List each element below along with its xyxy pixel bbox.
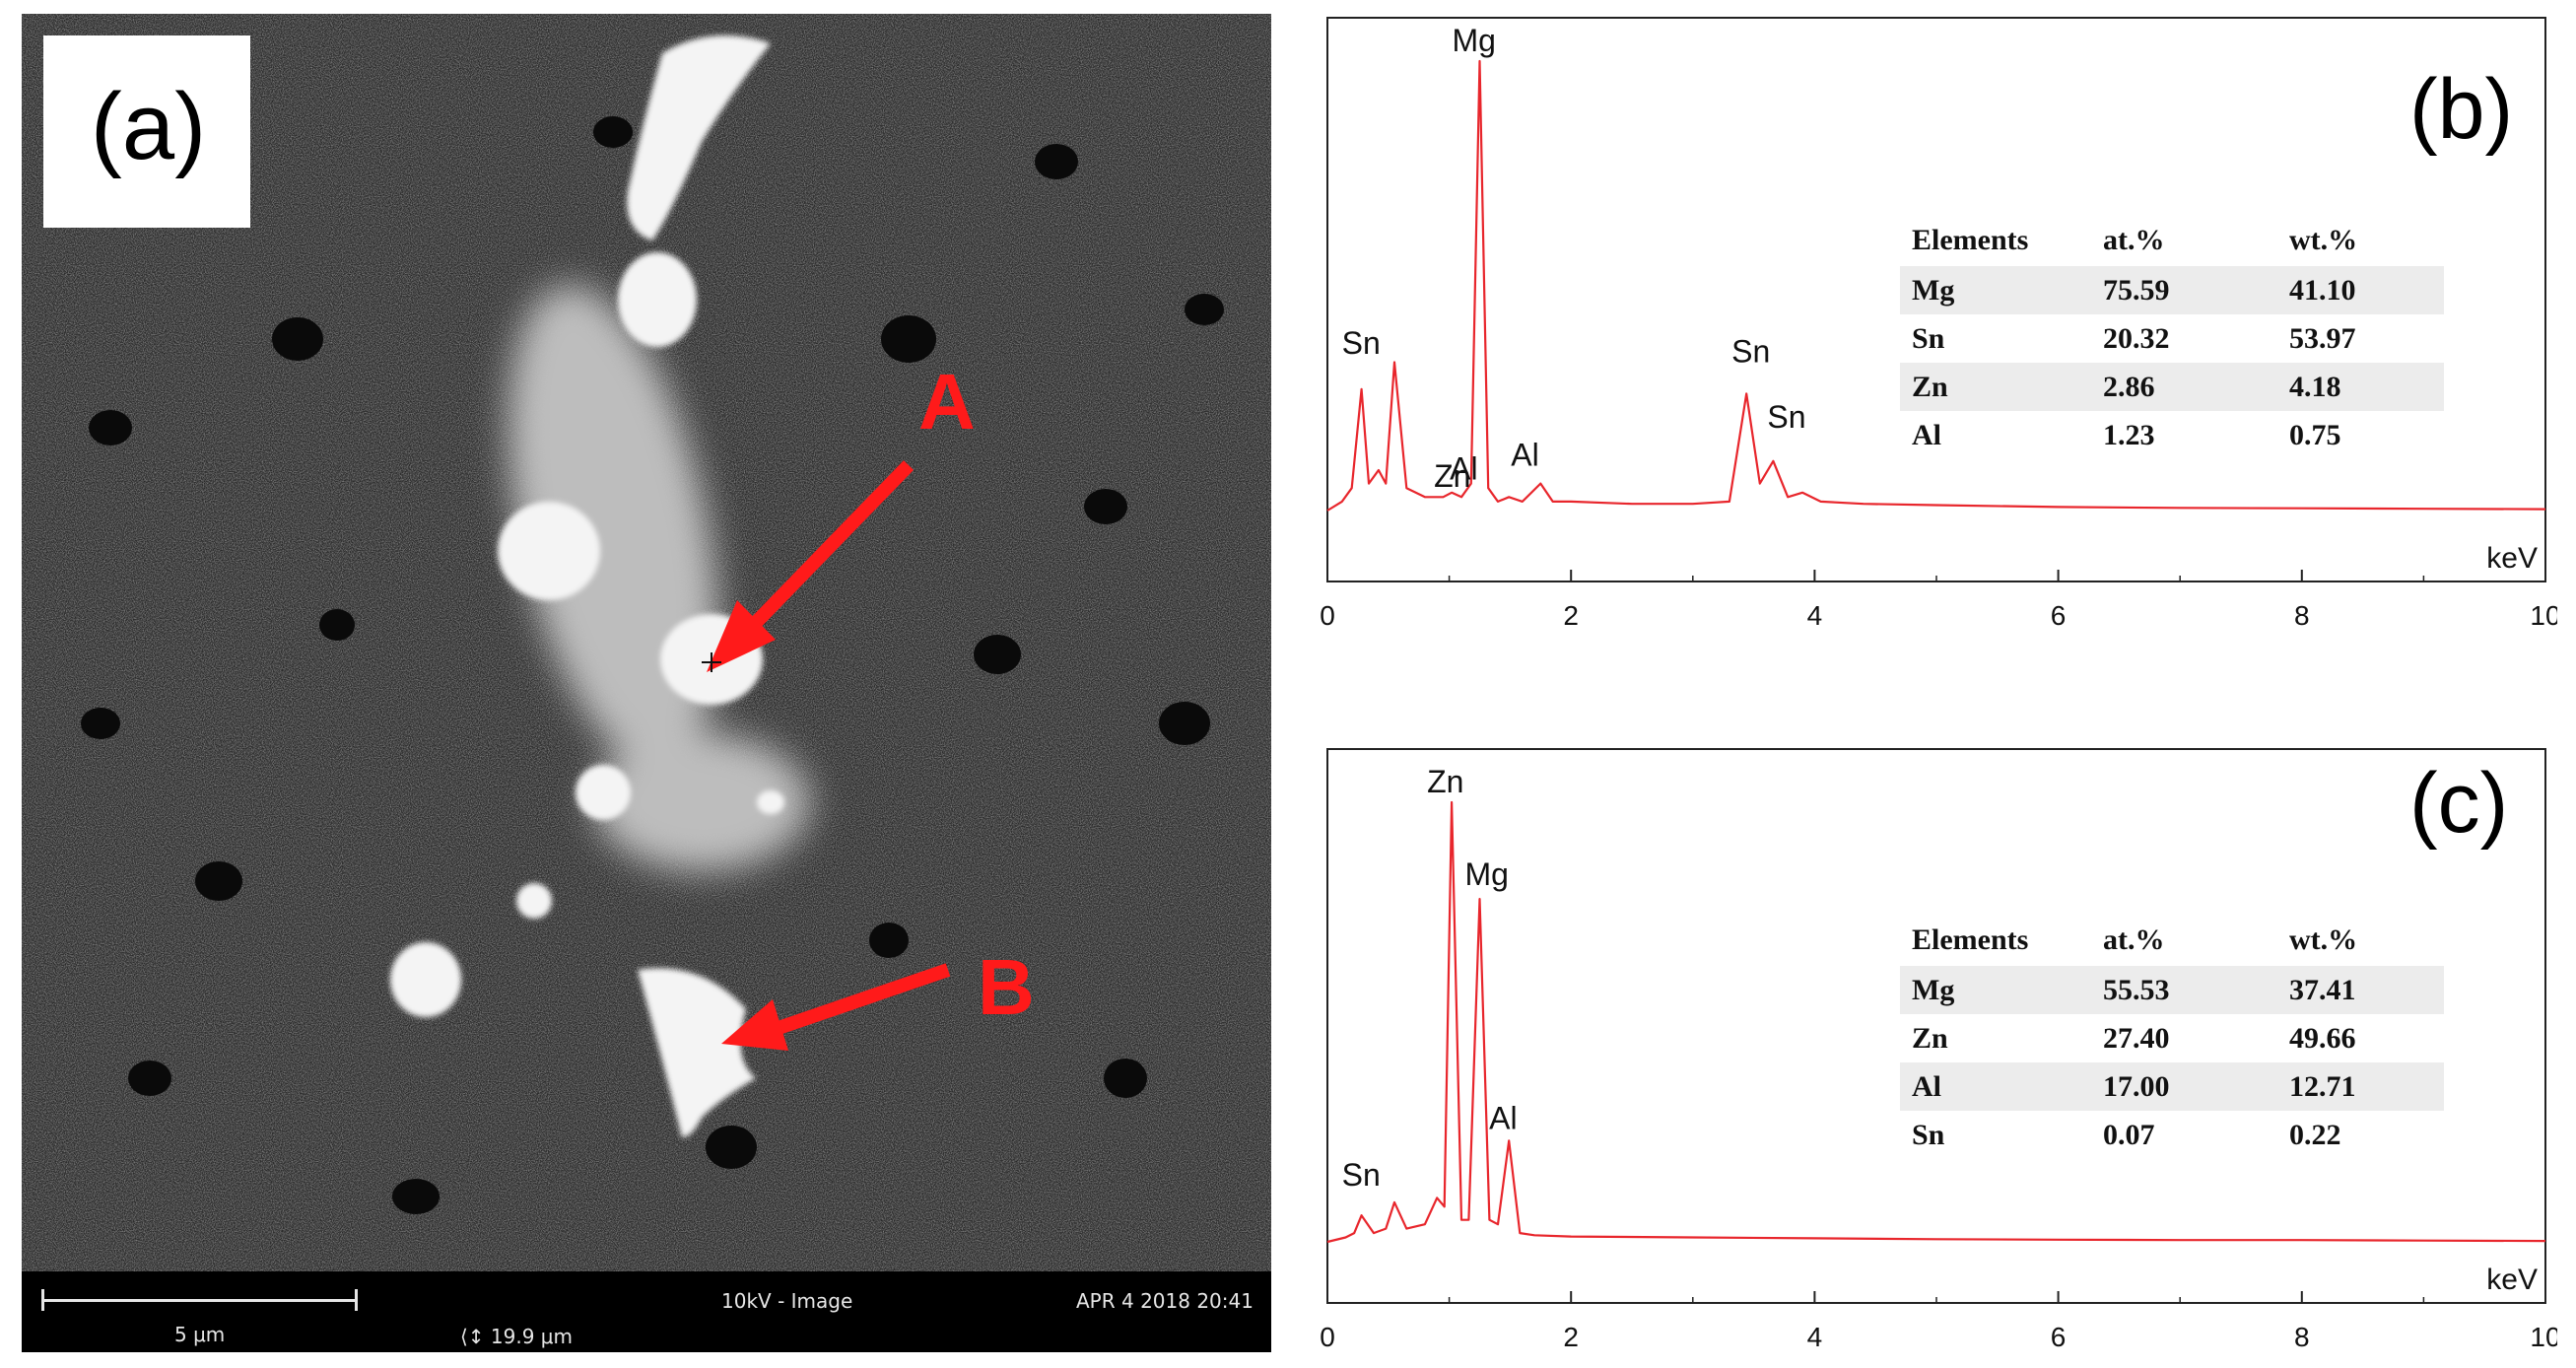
header-wt-percent: wt.%: [2289, 923, 2358, 956]
spectrum-c-chart: (c) 0 2 4 6 8 10 keV Sn Zn Mg Al: [1320, 748, 2557, 1352]
row-at-percent: 20.32: [2103, 321, 2170, 355]
table-row: Mg 55.53 37.41: [1900, 966, 2444, 1014]
header-at-percent: at.%: [2103, 224, 2165, 256]
x-tick-label: 6: [2051, 600, 2067, 631]
table-row: Al 1.23 0.75: [1900, 411, 2444, 459]
point-a-label: A: [918, 358, 976, 445]
table-row: Sn 20.32 53.97: [1900, 314, 2444, 363]
composition-table-b: Elements at.% wt.% Mg 75.59 41.10 Sn 20.…: [1900, 215, 2444, 459]
x-tick-label: 0: [1320, 1322, 1335, 1352]
row-at-percent: 1.23: [2103, 418, 2155, 451]
row-wt-percent: 49.66: [2289, 1021, 2356, 1055]
row-at-percent: 2.86: [2091, 363, 2277, 411]
x-axis-label: keV: [2486, 542, 2538, 575]
scale-bar-line: [41, 1299, 357, 1302]
row-at-percent: 27.40: [2103, 1021, 2170, 1055]
peak-label-sn: Sn: [1767, 399, 1805, 435]
peak-label-zn: Zn: [1427, 764, 1463, 799]
x-tick-label: 8: [2294, 1322, 2310, 1352]
sem-info-bar: 5 μm 10kV - Image APR 4 2018 20:41 ⟨↕ 19…: [22, 1271, 1271, 1352]
row-element: Zn: [1912, 1021, 1948, 1055]
x-tick-label: 10: [2530, 600, 2557, 631]
arrow-a-head: [707, 600, 776, 672]
scale-bar-tick-left: [41, 1289, 44, 1311]
row-at-percent: 0.07: [2103, 1118, 2155, 1151]
row-wt-percent: 12.71: [2277, 1062, 2444, 1111]
sem-micrograph: (a) A B 5 μm 10kV - Image APR 4 2018 20:…: [22, 14, 1271, 1352]
peak-label-al: Al: [1450, 450, 1477, 486]
composition-table-c: Elements at.% wt.% Mg 55.53 37.41 Zn 27.…: [1900, 915, 2444, 1159]
x-axis-label: keV: [2486, 1264, 2538, 1296]
beam-mode-text: 10kV - Image: [721, 1289, 853, 1313]
table-row: Mg 75.59 41.10: [1900, 266, 2444, 314]
row-wt-percent: 41.10: [2277, 266, 2444, 314]
x-tick-label: 0: [1320, 600, 1335, 631]
x-tick-label: 2: [1563, 600, 1579, 631]
x-tick-label: 10: [2530, 1322, 2557, 1352]
field-width-text: ⟨↕ 19.9 μm: [460, 1325, 573, 1348]
x-tick-label: 2: [1563, 1322, 1579, 1352]
panel-b-label: (b): [2409, 62, 2513, 157]
peak-label-mg: Mg: [1465, 856, 1509, 892]
header-elements: Elements: [1912, 224, 2029, 256]
row-element: Al: [1912, 418, 1941, 451]
header-at-percent: at.%: [2103, 923, 2165, 956]
table-row: Zn 2.86 4.18: [1900, 363, 2444, 411]
row-at-percent: 55.53: [2091, 966, 2277, 1014]
header-wt-percent: wt.%: [2289, 224, 2358, 256]
spectrum-panel-c: (c) 0 2 4 6 8 10 keV Sn Zn Mg Al Elements at.% wt.…: [1316, 684, 2557, 1368]
header-elements: Elements: [1912, 923, 2029, 956]
row-element: Sn: [1912, 321, 1945, 355]
row-at-percent: 75.59: [2091, 266, 2277, 314]
row-element: Sn: [1912, 1118, 1945, 1151]
row-element: Zn: [1900, 363, 2091, 411]
row-wt-percent: 4.18: [2277, 363, 2444, 411]
point-marker-a: [702, 652, 721, 672]
x-tick-label: 4: [1807, 600, 1823, 631]
row-wt-percent: 37.41: [2277, 966, 2444, 1014]
table-header-row: Elements at.% wt.%: [1900, 215, 2444, 266]
field-width-value: 19.9 μm: [490, 1325, 574, 1348]
sem-arrows: [707, 460, 951, 1051]
scale-bar-tick-right: [355, 1289, 358, 1311]
spectrum-b-chart: (b) 0 2 4 6 8 10 keV Sn Zn Mg Al Al Sn Sn: [1320, 17, 2557, 631]
x-tick-label: 8: [2294, 600, 2310, 631]
acquisition-date-text: APR 4 2018 20:41: [1076, 1289, 1254, 1313]
scale-bar-text: 5 μm: [174, 1323, 226, 1346]
sem-dark-pores: [81, 116, 1224, 1214]
arrow-b-head: [721, 999, 788, 1051]
x-tick-label: 4: [1807, 1322, 1823, 1352]
row-wt-percent: 0.75: [2289, 418, 2341, 451]
row-wt-percent: 0.22: [2289, 1118, 2341, 1151]
x-tick-label: 6: [2051, 1322, 2067, 1352]
peak-label-al: Al: [1511, 438, 1538, 473]
point-b-label: B: [978, 943, 1035, 1031]
peak-label-sn: Sn: [1342, 325, 1381, 361]
peak-label-zn: Zn: [1434, 458, 1470, 494]
field-width-icon: ⟨↕: [460, 1325, 491, 1348]
table-row: Sn 0.07 0.22: [1900, 1111, 2444, 1159]
row-element: Mg: [1900, 966, 2091, 1014]
spectrum-line: [1326, 800, 2546, 1244]
arrow-a: [740, 460, 915, 638]
panel-a-label: (a): [90, 74, 207, 179]
row-element: Mg: [1900, 266, 2091, 314]
peak-label-al: Al: [1489, 1100, 1517, 1135]
panel-c-label: (c): [2409, 756, 2508, 851]
peak-label-sn: Sn: [1731, 333, 1770, 369]
panel-a-label-box: [43, 35, 250, 228]
table-header-row: Elements at.% wt.%: [1900, 915, 2444, 966]
row-element: Al: [1900, 1062, 2091, 1111]
spectrum-line: [1326, 59, 2546, 512]
spectrum-panel-b: (b) 0 2 4 6 8 10 keV Sn Zn Mg Al Al Sn Sn Elements at…: [1316, 0, 2557, 680]
arrow-b: [773, 963, 951, 1036]
table-row: Al 17.00 12.71: [1900, 1062, 2444, 1111]
row-at-percent: 17.00: [2091, 1062, 2277, 1111]
peak-label-sn: Sn: [1342, 1157, 1381, 1193]
peak-label-mg: Mg: [1453, 23, 1496, 58]
table-row: Zn 27.40 49.66: [1900, 1014, 2444, 1062]
row-wt-percent: 53.97: [2289, 321, 2356, 355]
